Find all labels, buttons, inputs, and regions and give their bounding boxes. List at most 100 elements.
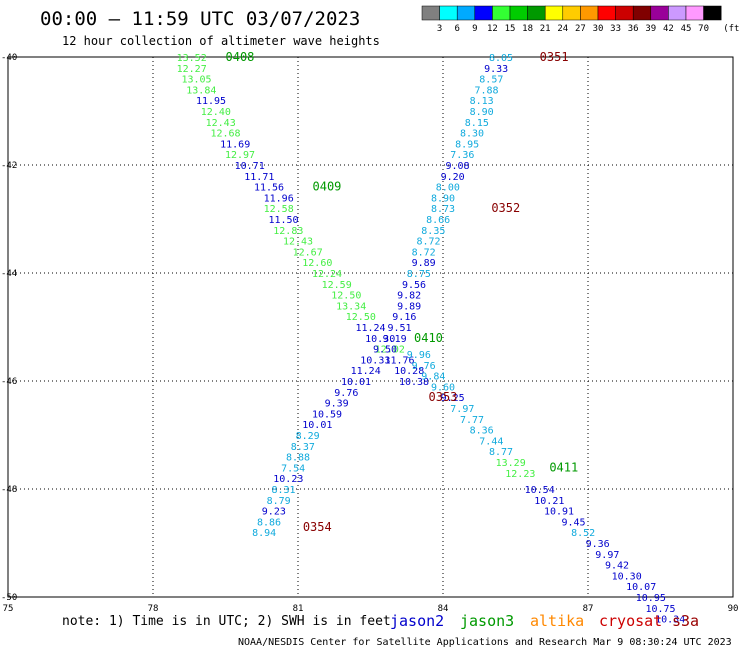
- wave-height-point: 9.82: [397, 291, 421, 302]
- colorbar-swatch: [562, 5, 581, 21]
- wave-height-point: 11.76: [384, 355, 414, 366]
- wave-height-point: 8.13: [470, 96, 494, 107]
- wave-height-point: 8.15: [465, 118, 489, 129]
- wave-height-point: 9.51: [387, 323, 411, 334]
- legend-altika: altika: [530, 612, 584, 630]
- wave-height-point: 7.36: [450, 150, 474, 161]
- wave-height-point: 11.69: [220, 139, 250, 150]
- wave-height-point: 10.23: [273, 474, 303, 485]
- wave-height-point: 9.89: [412, 258, 436, 269]
- colorbar-label: 9: [472, 24, 477, 34]
- wave-height-point: 13.05: [181, 75, 211, 86]
- colorbar-label: 15: [505, 24, 516, 34]
- wave-height-point: 9.50: [373, 345, 397, 356]
- colorbar-swatch: [421, 5, 440, 21]
- colorbar-label: 45: [681, 24, 692, 34]
- chart-subtitle: 12 hour collection of altimeter wave hei…: [62, 34, 380, 48]
- wave-height-point: 8.72: [412, 247, 436, 258]
- wave-height-point: 10.30: [365, 334, 395, 345]
- wave-height-point: 11.96: [264, 193, 294, 204]
- wave-height-point: 10.38: [399, 377, 429, 388]
- colorbar-swatch: [668, 5, 687, 21]
- wave-height-point: 10.21: [534, 496, 564, 507]
- axis-tick-labels: 75 78 81 84 87 90 -40 -42 -44 -46 -48 -50: [1, 53, 738, 614]
- colorbar-swatch: [474, 5, 493, 21]
- cycle-label: 0408: [226, 50, 255, 64]
- credit-line: NOAA/NESDIS Center for Satellite Applica…: [238, 637, 732, 648]
- colorbar-swatch: [439, 5, 458, 21]
- legend-jason3: jason3: [460, 612, 514, 630]
- wave-height-point: 10.01: [302, 420, 332, 431]
- wave-height-point: 8.72: [416, 237, 440, 248]
- colorbar-label: 12: [487, 24, 498, 34]
- colorbar-label: 24: [557, 24, 568, 34]
- plot-frame: [7, 56, 734, 598]
- wave-height-point: 12.43: [206, 118, 236, 129]
- wave-height-point: 12.68: [210, 129, 240, 140]
- wave-height-point: 7.44: [479, 436, 503, 447]
- colorbar-label: 6: [454, 24, 459, 34]
- colorbar-swatch: [544, 5, 564, 21]
- wave-height-point: 9.25: [441, 393, 465, 404]
- wave-height-point: 8.66: [426, 215, 450, 226]
- wave-height-point: 12.40: [201, 107, 231, 118]
- wave-height-point: 12.60: [302, 258, 332, 269]
- legend-cryosat: cryosat: [599, 612, 662, 630]
- wave-height-point: 7.88: [474, 85, 498, 96]
- wave-height-point: 10.28: [394, 366, 424, 377]
- wave-height-point: 8.86: [257, 517, 281, 528]
- colorbar-swatch: [580, 5, 599, 21]
- colorbar-swatch: [650, 5, 669, 21]
- satellite-legend: jason2 jason3 altika cryosat s3a: [390, 612, 699, 630]
- wave-height-point: 9.19: [383, 334, 407, 345]
- wave-height-point: 12.58: [264, 204, 294, 215]
- wave-height-point: 10.71: [235, 161, 265, 172]
- wave-height-point: 8.90: [470, 107, 494, 118]
- colorbar-label: 21: [540, 24, 551, 34]
- colorbar-label: 30: [593, 24, 604, 34]
- colorbar-label: 36: [628, 24, 639, 34]
- wave-height-point: 8.00: [436, 183, 460, 194]
- colorbar-swatch: [685, 5, 704, 21]
- wave-height-point: 9.97: [595, 550, 619, 561]
- grid-lines: [8, 57, 733, 597]
- wave-height-point: 12.24: [312, 269, 342, 280]
- wave-height-point: 11.24: [355, 323, 385, 334]
- y-tick-label: -44: [1, 269, 17, 279]
- wave-height-point: 11.95: [196, 96, 226, 107]
- wave-height-point: 8.75: [407, 269, 431, 280]
- colorbar-swatch: [703, 5, 722, 21]
- wave-height-point: 10.07: [626, 582, 656, 593]
- wave-height-point: 12.59: [322, 280, 352, 291]
- wave-height-point: 13.84: [186, 85, 216, 96]
- wave-height-point: 10.59: [312, 409, 342, 420]
- x-tick-label: 87: [583, 604, 594, 614]
- wave-height-point: 8.05: [489, 53, 513, 64]
- colorbar-label: 39: [645, 24, 656, 34]
- wave-height-point: 10.91: [544, 507, 574, 518]
- wave-height-point: 13.29: [496, 458, 526, 469]
- wave-height-point: 8.30: [460, 129, 484, 140]
- wave-height-point: 8.31: [271, 485, 295, 496]
- wave-height-point: 10.33: [360, 355, 390, 366]
- colorbar-label: 70: [698, 24, 709, 34]
- wave-height-point: 8.36: [470, 426, 494, 437]
- units-note: note: 1) Time is in UTC; 2) SWH is in fe…: [62, 614, 391, 629]
- wave-height-point: 8.29: [296, 431, 320, 442]
- wave-height-point: 9.89: [397, 301, 421, 312]
- legend-s3a: s3a: [672, 612, 699, 630]
- y-tick-label: -48: [1, 485, 17, 495]
- wave-height-point: 8.57: [479, 75, 503, 86]
- wave-height-point: 7.77: [460, 415, 484, 426]
- wave-height-point: 9.84: [421, 372, 445, 383]
- wave-height-point: 12.67: [293, 247, 323, 258]
- wave-height-point: 8.88: [286, 453, 310, 464]
- wave-height-point: 11.24: [351, 366, 381, 377]
- cycle-labels: 0408 0409 0410 0411 0351 0352 0353 0354: [226, 50, 579, 534]
- wave-height-point: 8.35: [421, 226, 445, 237]
- chart-title: 00:00 — 11:59 UTC 03/07/2023: [40, 8, 360, 30]
- wave-height-point: 9.56: [402, 280, 426, 291]
- legend-jason2: jason2: [390, 612, 444, 630]
- wave-height-point: 8.79: [267, 496, 291, 507]
